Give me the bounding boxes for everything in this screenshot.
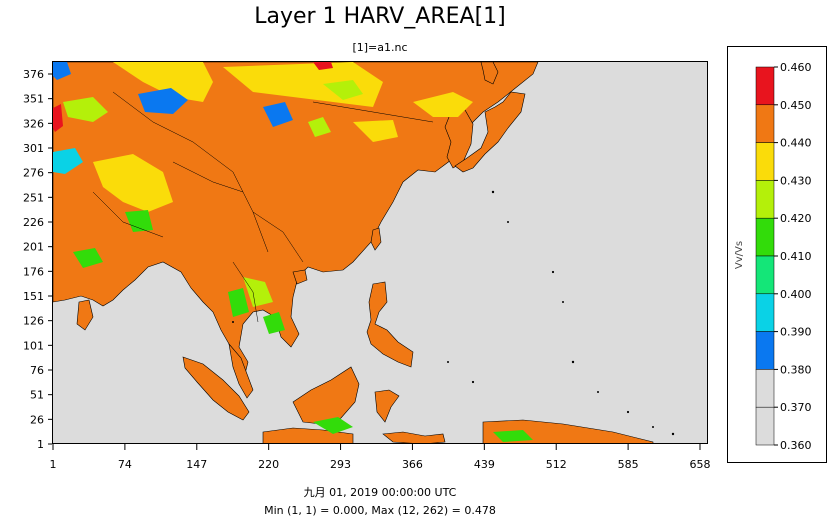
y-tick-label: 376 bbox=[23, 68, 44, 81]
y-tick-label: 351 bbox=[23, 93, 44, 106]
legend-graphic: 0.460 0.450 0.440 0.430 0.420 0.410 0.400 0.390… bbox=[734, 61, 812, 452]
blue-patches bbox=[53, 62, 293, 127]
legend-color-bars bbox=[755, 66, 775, 446]
y-tick-label: 326 bbox=[23, 117, 44, 130]
hainan bbox=[292, 269, 308, 285]
legend-color-segment bbox=[755, 331, 775, 370]
legend-tick-label: 0.410 bbox=[780, 250, 812, 263]
lesser-sunda bbox=[382, 431, 446, 443]
y-tick-label: 126 bbox=[23, 315, 44, 328]
legend-color-segment bbox=[755, 66, 775, 106]
y-tick-label: 1 bbox=[37, 438, 44, 451]
legend-tick-label: 0.390 bbox=[780, 326, 812, 339]
x-tick-label: 585 bbox=[618, 458, 639, 471]
legend-tick-label: 0.430 bbox=[780, 174, 812, 187]
legend-tick-label: 0.440 bbox=[780, 137, 812, 150]
country-borders bbox=[92, 91, 434, 323]
y-tick-label: 301 bbox=[23, 142, 44, 155]
x-axis: 1 74 147 220 293 366 439 512 585 658 bbox=[50, 444, 711, 471]
map-graphic bbox=[53, 62, 707, 443]
legend-color-segment bbox=[755, 217, 775, 257]
x-tick-label: 147 bbox=[186, 458, 207, 471]
x-tick-label: 366 bbox=[402, 458, 423, 471]
y-tick-label: 101 bbox=[23, 339, 44, 352]
x-tick-label: 74 bbox=[118, 458, 132, 471]
map-plot-area bbox=[52, 61, 708, 444]
malay-peninsula bbox=[228, 342, 254, 399]
x-tick-label: 512 bbox=[546, 458, 567, 471]
color-legend: 0.460 0.450 0.440 0.430 0.420 0.410 0.400 0.390… bbox=[727, 46, 827, 463]
y-tick-label: 151 bbox=[23, 290, 44, 303]
legend-color-segment bbox=[755, 369, 775, 408]
legend-color-segment bbox=[755, 180, 775, 219]
taiwan bbox=[370, 227, 382, 251]
y-tick-label: 51 bbox=[30, 389, 44, 402]
red-patches bbox=[53, 62, 333, 132]
y-tick-label: 176 bbox=[23, 265, 44, 278]
legend-tick-label: 0.400 bbox=[780, 288, 812, 301]
legend-ticks: 0.460 0.450 0.440 0.430 0.420 0.410 0.400 0.390… bbox=[774, 61, 812, 452]
borneo bbox=[292, 366, 360, 425]
legend-tick-label: 0.450 bbox=[780, 99, 812, 112]
japan bbox=[454, 62, 526, 173]
legend-color-segment bbox=[755, 142, 775, 181]
legend-color-segment bbox=[755, 406, 775, 446]
x-tick-label: 1 bbox=[50, 458, 57, 471]
x-tick-label: 220 bbox=[258, 458, 279, 471]
sri-lanka bbox=[76, 299, 94, 331]
y-axis: 1265176101126151176201226251276301326351… bbox=[23, 68, 52, 451]
map-subtitle: [1]=a1.nc bbox=[352, 41, 408, 54]
x-tick-label: 439 bbox=[474, 458, 495, 471]
legend-unit-label: Vv/Vs bbox=[734, 241, 745, 269]
legend-color-segment bbox=[755, 255, 775, 295]
y-tick-label: 76 bbox=[30, 364, 44, 377]
y-tick-label: 201 bbox=[23, 241, 44, 254]
x-tick-label: 658 bbox=[690, 458, 711, 471]
legend-tick-label: 0.460 bbox=[780, 61, 812, 74]
legend-color-segment bbox=[755, 104, 775, 143]
legend-color-segment bbox=[755, 293, 775, 332]
green-patches bbox=[73, 210, 533, 442]
y-tick-label: 226 bbox=[23, 216, 44, 229]
legend-tick-label: 0.380 bbox=[780, 363, 812, 376]
map-title: Layer 1 HARV_AREA[1] bbox=[254, 4, 506, 29]
sulawesi bbox=[374, 389, 400, 423]
y-tick-label: 251 bbox=[23, 191, 44, 204]
footer-date: 九月 01, 2019 00:00:00 UTC bbox=[303, 486, 457, 499]
legend-tick-label: 0.370 bbox=[780, 401, 812, 414]
philippines bbox=[366, 281, 414, 368]
legend-tick-label: 0.420 bbox=[780, 212, 812, 225]
small-islands bbox=[232, 190, 675, 436]
cyan-patches bbox=[53, 148, 83, 174]
footer-stats: Min (1, 1) = 0.000, Max (12, 262) = 0.47… bbox=[264, 504, 496, 517]
legend-tick-label: 0.360 bbox=[780, 439, 812, 452]
lime-patches bbox=[63, 80, 363, 307]
y-tick-label: 26 bbox=[30, 413, 44, 426]
y-tick-label: 276 bbox=[23, 167, 44, 180]
sumatra bbox=[182, 356, 250, 421]
x-tick-label: 293 bbox=[330, 458, 351, 471]
